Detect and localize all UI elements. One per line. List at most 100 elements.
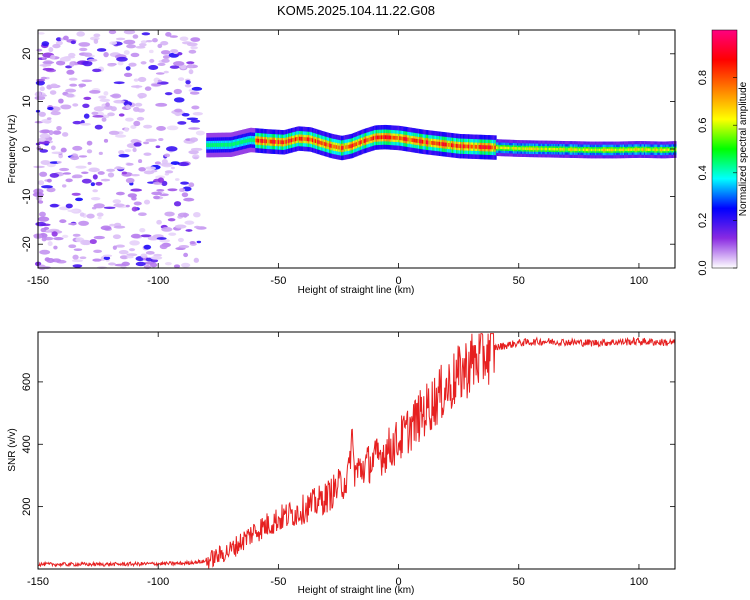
spectrogram-cell xyxy=(189,137,199,143)
spectrogram-ridge-cell xyxy=(273,139,276,144)
spectrogram-cell xyxy=(160,40,169,46)
spectrogram-ridge-cell xyxy=(362,139,365,144)
spectrogram-ridge-cell xyxy=(498,146,501,150)
spectrogram-ridge-cell xyxy=(331,144,335,149)
spectrogram-cell xyxy=(177,77,185,81)
spectrogram-cell xyxy=(78,83,87,88)
spectrogram-cell xyxy=(101,117,107,122)
spectrogram-ridge-cell xyxy=(628,148,631,152)
spectrogram-ridge-cell xyxy=(663,148,666,152)
spectrogram-cell xyxy=(96,212,104,217)
spectrogram-ridge-cell xyxy=(493,145,496,150)
spectrogram-cell xyxy=(37,32,45,35)
spectrogram-cell xyxy=(116,56,128,62)
spectrogram-ridge-cell xyxy=(625,148,628,152)
spectrogram-ridge-cell xyxy=(522,147,525,150)
spectrogram-cell xyxy=(34,95,46,101)
spectrogram-ridge-cell xyxy=(275,139,278,144)
spectrogram-ridge-cell xyxy=(633,148,636,151)
spectrogram-cell xyxy=(78,220,90,226)
spectrogram-cell xyxy=(125,177,135,184)
spectrogram-cell xyxy=(40,160,51,165)
spectrogram-ridge-cell xyxy=(347,144,350,149)
spectrogram-ridge-cell xyxy=(335,145,339,149)
spectrogram-ridge-cell xyxy=(445,142,448,147)
spectrogram-cell xyxy=(34,120,44,124)
spectrogram-ridge-cell xyxy=(241,139,245,144)
spectrogram-cell xyxy=(130,52,140,58)
spectrogram-ridge-cell xyxy=(475,144,479,149)
spectrogram-cell xyxy=(191,105,200,110)
spectrogram-ridge-cell xyxy=(634,148,637,151)
snr-x-tick-label: -100 xyxy=(147,576,169,588)
spectrogram-ridge-cell xyxy=(437,141,440,146)
spectrogram-cell xyxy=(81,178,92,184)
spectrogram-ridge-cell xyxy=(372,136,376,141)
spectrogram-ridge-cell xyxy=(617,148,620,152)
colorbar-tick-label: 0.0 xyxy=(697,260,709,275)
spectrogram-cell xyxy=(138,167,146,172)
spectrogram-cell xyxy=(94,124,103,130)
spectrogram-cell xyxy=(123,101,133,107)
spectrogram-ridge-cell xyxy=(360,140,364,144)
spectrogram-ridge-cell xyxy=(253,138,257,143)
spectrogram-cell xyxy=(189,91,200,95)
spectrogram-ridge-cell xyxy=(442,142,446,147)
spectrogram-cell xyxy=(48,46,54,53)
spectrogram-ridge-cell xyxy=(393,135,397,140)
spectrogram-cell xyxy=(133,120,141,127)
spectrogram-ridge-cell xyxy=(333,144,336,149)
spectrogram-x-ticks: -150 -100 -50 0 50 100 xyxy=(27,30,648,287)
spectrogram-ridge-cell xyxy=(396,136,399,140)
spectrogram-ridge-cell xyxy=(583,148,586,152)
spectrogram-cell xyxy=(188,182,195,188)
spectrogram-cell xyxy=(49,90,57,95)
spectrogram-cell xyxy=(88,167,100,173)
spectrogram-cell xyxy=(162,55,170,59)
spectrogram-cell xyxy=(103,51,109,58)
spectrogram-cell xyxy=(190,37,201,42)
spectrogram-ridge-cell xyxy=(296,137,299,141)
spectrogram-ridge-cell xyxy=(520,147,524,150)
spectrogram-ridge-cell xyxy=(565,148,569,151)
spectrogram-ridge-cell xyxy=(364,138,368,143)
spectrogram-cell xyxy=(62,35,69,41)
spectrogram-cell xyxy=(137,76,147,83)
spectrogram-ridge-cell xyxy=(249,138,253,142)
spectrogram-cell xyxy=(194,225,201,229)
spectrogram-ridge-cell xyxy=(645,148,648,151)
spectrogram-ridge-cell xyxy=(561,148,565,151)
spectrogram-cell xyxy=(39,133,51,139)
spectrogram-cell xyxy=(36,48,43,52)
spectrogram-ridge-cell xyxy=(219,143,222,147)
spectrogram-cell xyxy=(52,43,61,49)
spectrogram-ridge-cell xyxy=(419,139,422,144)
spectrogram-ridge-cell xyxy=(662,148,665,152)
spectrogram-ridge-cell xyxy=(305,137,308,142)
spectrogram-ridge-cell xyxy=(301,136,304,141)
spectrogram-ridge-cell xyxy=(391,135,394,140)
spectrogram-ridge-cell xyxy=(618,148,621,152)
spectrogram-ridge-cell xyxy=(380,135,383,140)
spectrogram-ridge-cell xyxy=(536,147,539,151)
spectrogram-cell xyxy=(112,245,117,250)
spectrogram-ridge-cell xyxy=(350,144,353,149)
spectrogram-cell xyxy=(196,240,202,244)
spectrogram-cell xyxy=(58,98,64,104)
spectrogram-cell xyxy=(188,69,194,75)
spectrogram-cell xyxy=(56,125,62,131)
spectrogram-cell xyxy=(170,166,175,170)
snr-y-ticks: 200 400 600 xyxy=(21,373,675,516)
spectrogram-cell xyxy=(51,145,56,151)
spectrogram-ridge-cell xyxy=(553,147,557,151)
spectrogram-cell xyxy=(159,238,171,243)
snr-x-tick-label: 100 xyxy=(630,576,648,588)
spectrogram-ridge-cell xyxy=(460,144,463,149)
spectrogram-cell xyxy=(106,168,116,172)
snr-x-tick-label: 50 xyxy=(513,576,525,588)
spectrogram-ridge-cell xyxy=(411,138,414,142)
spectrogram-cell xyxy=(125,117,134,122)
spectrogram-cell xyxy=(151,191,163,196)
spectrogram-ridge-cell xyxy=(438,141,442,146)
spectrogram-ridge-cell xyxy=(434,141,438,146)
